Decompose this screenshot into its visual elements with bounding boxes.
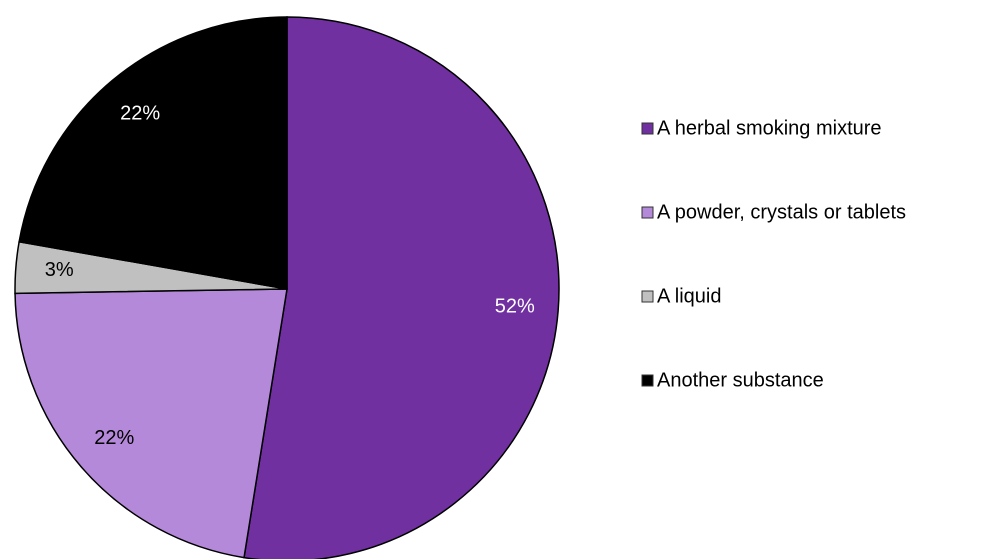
data-label: 3% [45,259,74,281]
legend-label: A herbal smoking mixture [657,117,882,139]
pie-slice [243,16,560,559]
data-label: 22% [94,427,134,449]
legend-label: A liquid [657,285,722,307]
data-label: 52% [495,295,535,317]
legend-swatch [641,374,654,387]
legend-label: A powder, crystals or tablets [657,201,906,223]
legend-swatch [641,122,654,135]
data-label: 22% [120,102,160,124]
legend-swatch [641,206,654,219]
pie-slice [18,16,288,290]
pie-slice [14,288,288,559]
legend-swatch [641,290,654,303]
legend-label: Another substance [657,369,824,391]
